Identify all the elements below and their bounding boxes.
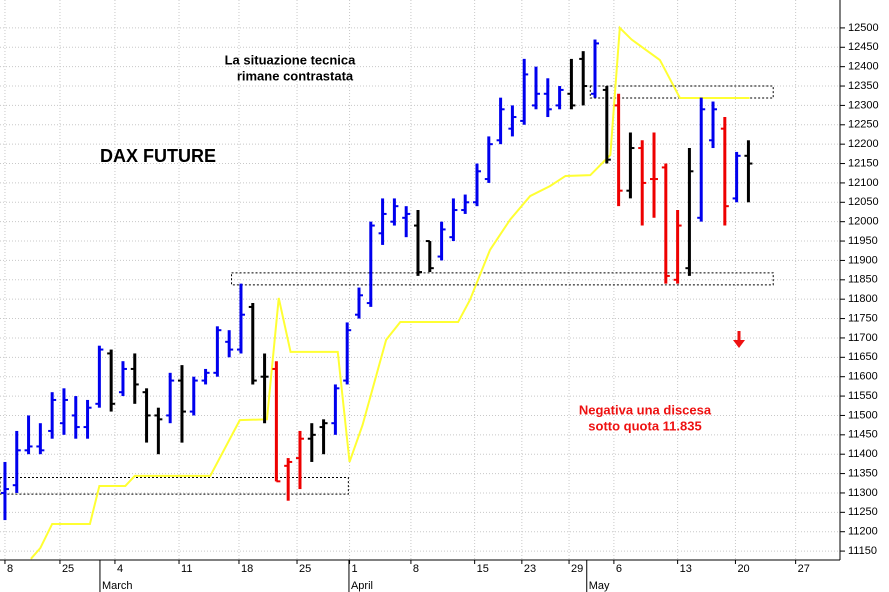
month-label: May [589, 580, 610, 592]
warning-line: sotto quota 11.835 [588, 418, 701, 433]
zone [231, 272, 774, 286]
x-tick-label: 4 [117, 563, 123, 575]
x-tick-label: 20 [737, 563, 749, 575]
x-tick-label: 8 [413, 563, 419, 575]
y-tick-label: 11800 [848, 293, 878, 305]
x-tick-label: 13 [680, 563, 692, 575]
y-tick-label: 12000 [848, 216, 879, 228]
y-tick-label: 12100 [848, 177, 879, 189]
note-line: rimane contrastata [237, 68, 354, 83]
note-line: La situazione tecnica [225, 52, 357, 67]
y-tick-label: 11850 [848, 274, 878, 286]
y-tick-label: 11750 [848, 312, 878, 324]
y-tick-label: 11900 [848, 254, 878, 266]
y-tick-label: 12150 [848, 157, 879, 169]
y-tick-label: 11650 [848, 351, 878, 363]
x-tick-label: 25 [62, 563, 74, 575]
y-tick-label: 11350 [848, 467, 878, 479]
x-tick-label: 23 [524, 563, 536, 575]
y-tick-label: 12500 [848, 22, 879, 34]
stop-line [30, 25, 750, 560]
x-tick-label: 25 [299, 563, 311, 575]
y-tick-label: 11300 [848, 487, 878, 499]
month-label: March [102, 580, 133, 592]
y-tick-label: 11250 [848, 506, 878, 518]
plot [0, 25, 753, 560]
axes: 11150 11200 11250 11300 11350 11400 11450 11500… [4, 22, 879, 592]
y-tick-label: 12300 [848, 99, 879, 111]
chart-title: DAX FUTURE [100, 146, 216, 166]
x-tick-label: 18 [241, 563, 253, 575]
zone [589, 85, 774, 99]
x-tick-label: 27 [798, 563, 810, 575]
y-tick-label: 12450 [848, 41, 879, 53]
down-arrow [733, 331, 745, 348]
y-tick-label: 12350 [848, 80, 879, 92]
y-tick-label: 11600 [848, 371, 878, 383]
x-tick-label: 6 [616, 563, 622, 575]
y-tick-label: 11400 [848, 448, 878, 460]
y-tick-label: 11950 [848, 235, 878, 247]
y-tick-label: 12200 [848, 138, 879, 150]
y-tick-label: 11150 [848, 545, 877, 557]
x-tick-label: 1 [352, 563, 358, 575]
x-tick-label: 15 [477, 563, 489, 575]
y-tick-label: 11200 [848, 526, 878, 538]
zone [0, 476, 349, 495]
y-tick-label: 12250 [848, 119, 879, 131]
y-tick-label: 12050 [848, 196, 879, 208]
y-tick-label: 11700 [848, 332, 878, 344]
y-tick-label: 12400 [848, 61, 879, 73]
month-label: April [351, 580, 373, 592]
x-tick-label: 29 [571, 563, 583, 575]
warning-line: Negativa una discesa [579, 402, 712, 417]
x-tick-label: 8 [7, 563, 13, 575]
zones [0, 85, 774, 495]
x-tick-label: 11 [181, 563, 192, 575]
y-tick-label: 11450 [848, 429, 878, 441]
y-tick-label: 11500 [848, 409, 878, 421]
y-tick-label: 11550 [848, 390, 878, 402]
